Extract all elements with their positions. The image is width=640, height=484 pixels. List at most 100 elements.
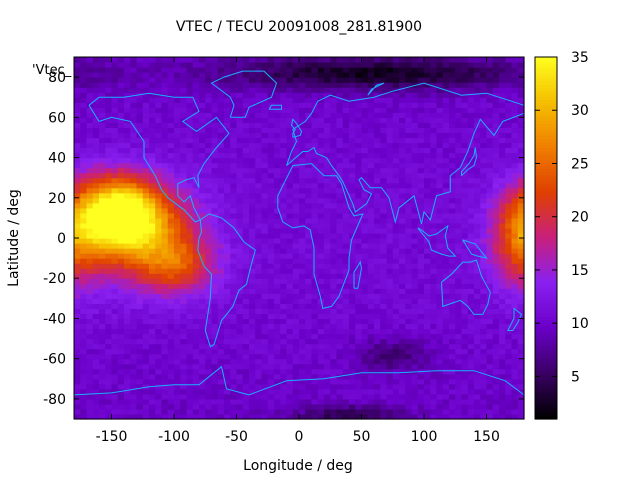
heatmap-cell [192,383,200,390]
heatmap-cell [330,72,338,78]
heatmap-cell [374,192,381,199]
heatmap-cell [92,243,100,249]
heatmap-cell [430,368,438,375]
heatmap-cell [455,383,463,390]
heatmap-cell [461,373,469,380]
heatmap-cell [117,358,125,365]
heatmap-cell [167,92,175,98]
heatmap-cell [386,353,394,360]
heatmap-cell [336,403,344,410]
heatmap-cell [286,353,294,360]
heatmap-cell [92,202,100,209]
heatmap-cell [361,147,369,154]
heatmap-cell [324,243,331,249]
heatmap-cell [399,343,406,350]
heatmap-cell [405,398,413,405]
heatmap-cell [199,177,206,184]
heatmap-cell [274,373,281,380]
heatmap-cell [224,112,231,118]
heatmap-cell [486,217,494,224]
heatmap-cell [399,62,406,68]
heatmap-cell [405,268,413,274]
heatmap-cell [436,122,444,128]
heatmap-cell [474,338,481,345]
heatmap-cell [455,132,463,139]
heatmap-cell [92,177,100,184]
heatmap-cell [380,238,388,244]
heatmap-cell [461,122,469,128]
heatmap-cell [249,238,256,244]
heatmap-cell [186,132,194,139]
heatmap-cell [167,57,175,63]
heatmap-cell [86,122,94,128]
heatmap-cell [224,298,231,304]
heatmap-cell [436,273,444,279]
heatmap-cell [430,192,438,199]
heatmap-cell [417,393,425,400]
heatmap-cell [449,177,456,184]
heatmap-cell [324,112,331,118]
heatmap-cell [442,192,450,199]
heatmap-cell [267,222,275,229]
heatmap-cell [417,152,425,159]
heatmap-cell [367,177,375,184]
heatmap-cell [111,67,119,73]
heatmap-cell [105,192,113,199]
heatmap-cell [249,162,256,169]
heatmap-cell [224,238,231,244]
heatmap-cell [436,212,444,219]
heatmap-cell [286,172,294,179]
heatmap-cell [149,192,156,199]
heatmap-cell [105,212,113,219]
heatmap-cell [174,217,181,224]
heatmap-cell [449,323,456,330]
heatmap-cell [299,167,306,174]
heatmap-cell [449,258,456,264]
heatmap-cell [480,232,488,239]
heatmap-cell [292,328,300,335]
heatmap-cell [492,273,500,279]
heatmap-cell [405,87,413,93]
heatmap-cell [167,363,175,370]
heatmap-cell [236,353,244,360]
heatmap-cell [380,177,388,184]
heatmap-cell [480,102,488,108]
heatmap-cell [311,318,319,325]
heatmap-cell [167,288,175,294]
heatmap-cell [130,82,138,88]
heatmap-cell [74,147,81,154]
heatmap-cell [492,122,500,128]
heatmap-cell [230,232,238,239]
heatmap-cell [286,177,294,184]
heatmap-cell [505,318,513,325]
heatmap-cell [249,182,256,189]
heatmap-cell [186,283,194,289]
heatmap-cell [361,92,369,98]
heatmap-cell [355,378,363,385]
heatmap-cell [92,353,100,360]
heatmap-cell [467,92,475,98]
heatmap-cell [267,82,275,88]
heatmap-cell [386,388,394,395]
heatmap-cell [161,117,169,123]
heatmap-cell [380,268,388,274]
heatmap-cell [186,157,194,164]
heatmap-cell [199,403,206,410]
heatmap-cell [111,147,119,154]
heatmap-cell [430,333,438,340]
heatmap-cell [255,408,263,415]
heatmap-cell [192,373,200,380]
heatmap-cell [80,187,88,194]
heatmap-cell [311,373,319,380]
heatmap-cell [436,72,444,78]
heatmap-cell [492,152,500,159]
heatmap-cell [292,348,300,355]
heatmap-cell [486,102,494,108]
heatmap-cell [274,187,281,194]
heatmap-cell [99,122,106,128]
heatmap-cell [449,248,456,254]
heatmap-cell [405,358,413,365]
heatmap-cell [267,122,275,128]
heatmap-cell [149,207,156,214]
heatmap-cell [292,323,300,330]
